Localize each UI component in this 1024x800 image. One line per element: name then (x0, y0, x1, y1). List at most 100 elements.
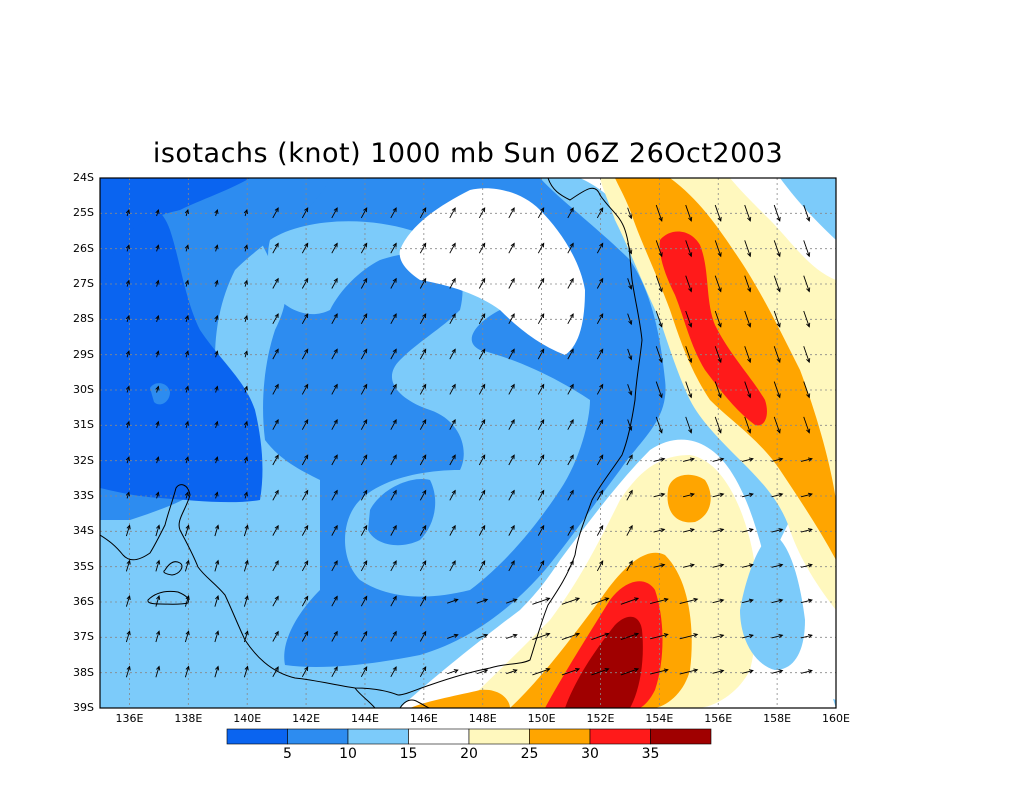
coastline (100, 178, 643, 708)
wind-arrow (184, 630, 190, 643)
band-gt-35 (565, 616, 643, 708)
wind-arrow (478, 348, 486, 360)
lat-tick-label: 32S (73, 453, 94, 467)
wind-arrow (596, 418, 604, 430)
wind-arrow (390, 630, 397, 642)
wind-arrow (567, 277, 574, 289)
wind-arrow (655, 346, 663, 364)
wind-arrow (596, 207, 604, 219)
colorbar-tick-label: 15 (399, 746, 418, 762)
wind-arrow (125, 385, 130, 393)
wind-arrow (419, 595, 427, 607)
coastline-tasmania-top (399, 699, 431, 708)
wind-arrow (214, 456, 219, 464)
wind-arrow (184, 314, 189, 323)
wind-arrow (537, 383, 545, 395)
lat-tick-label: 25S (73, 206, 94, 220)
wind-arrow (800, 457, 813, 462)
wind-arrow (655, 204, 663, 222)
wind-arrow (561, 667, 581, 676)
lat-tick-label: 26S (73, 241, 94, 255)
band-lt-5-north (100, 178, 250, 300)
wind-arrow (478, 524, 486, 536)
wind-arrow (714, 310, 722, 328)
wind-arrow (272, 630, 279, 642)
wind-arrow (537, 207, 545, 219)
wind-arrow (537, 242, 545, 254)
wind-arrow (390, 348, 397, 360)
wind-arrow (800, 528, 813, 533)
wind-arrow (184, 244, 189, 252)
wind-arrow (712, 633, 725, 639)
wind-arrow (712, 563, 725, 568)
colorbar-swatch (408, 728, 470, 745)
wind-arrow (744, 381, 752, 399)
wind-arrow (591, 632, 610, 641)
lat-tick-label: 39S (73, 701, 94, 714)
wind-arrow (771, 457, 784, 462)
wind-arrow (627, 384, 633, 396)
wind-arrow (449, 277, 456, 289)
wind-arrow (685, 240, 693, 258)
wind-arrow (243, 559, 249, 572)
wind-arrow (682, 528, 695, 533)
wind-arrow (184, 665, 190, 678)
wind-arrow (655, 381, 663, 399)
wind-arrow (243, 456, 248, 464)
wind-arrow (243, 350, 248, 358)
wind-arrow (301, 348, 309, 360)
wind-arrow (478, 560, 486, 572)
wind-arrow (714, 204, 722, 222)
coastline-east-australia (397, 178, 643, 696)
wind-arrow (331, 383, 338, 395)
wind-arrow (272, 242, 279, 254)
wind-arrow (390, 313, 397, 325)
wind-arrow (301, 242, 309, 254)
wind-arrow (184, 420, 189, 428)
wind-arrow (685, 416, 693, 434)
wind-arrow (508, 560, 515, 572)
wind-arrow (626, 454, 633, 466)
wind-arrow (214, 208, 219, 217)
wind-arrow (712, 669, 725, 674)
wind-arrow (272, 560, 279, 572)
wind-arrow (478, 489, 486, 501)
wind-arrow (803, 204, 811, 222)
wind-arrow (301, 207, 309, 219)
wind-arrow (272, 595, 279, 607)
wind-arrow (125, 208, 130, 217)
wind-arrow (155, 385, 160, 393)
wind-arrow (771, 598, 784, 604)
wind-arrow (773, 416, 781, 434)
colorbar-swatch (287, 728, 349, 745)
wind-arrow (773, 240, 781, 258)
band-lt-5 (100, 190, 263, 503)
wind-arrow (390, 524, 397, 536)
lon-tick-label: 146E (409, 712, 438, 725)
wind-arrow (803, 275, 811, 293)
wind-arrow (532, 667, 551, 676)
lat-lon-grid (100, 178, 836, 708)
wind-arrow (567, 489, 574, 501)
wind-arrow (272, 313, 279, 325)
wind-arrow (360, 207, 368, 219)
coastline-bass-strait (100, 484, 399, 696)
wind-arrow (243, 279, 248, 287)
wind-arrow (537, 313, 545, 325)
wind-arrow (214, 524, 220, 537)
wind-arrow (301, 313, 309, 325)
wind-arrow (360, 242, 368, 254)
wind-arrow (272, 454, 279, 466)
wind-arrow (537, 348, 545, 360)
wind-arrow (478, 418, 486, 430)
wind-arrow (214, 385, 219, 393)
wind-arrow (155, 559, 161, 572)
wind-arrow (771, 528, 784, 533)
wind-arrow (243, 420, 248, 428)
wind-arrow (741, 457, 754, 462)
wind-arrow (360, 630, 368, 642)
lon-tick-label: 156E (704, 712, 733, 725)
wind-arrow (627, 348, 633, 361)
wind-arrow (508, 242, 515, 254)
